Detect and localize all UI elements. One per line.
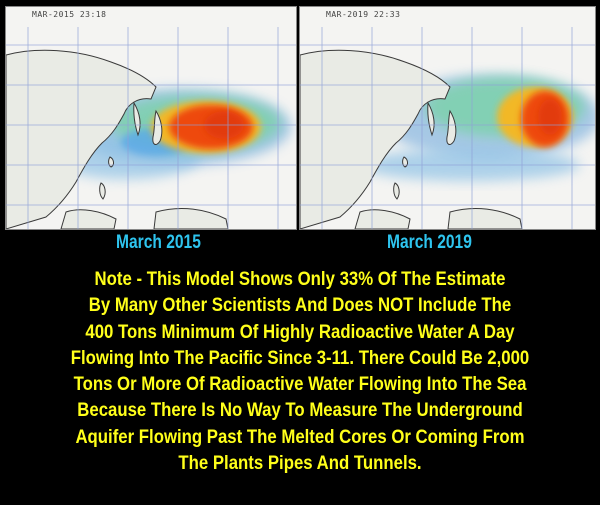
- map-panel-2015: MAR-2015 23:18: [5, 6, 297, 230]
- map-timestamp: MAR-2019 22:33: [326, 10, 401, 19]
- coastlines: [300, 49, 523, 229]
- note-line: The Plants Pipes And Tunnels.: [178, 452, 422, 475]
- caption-march-2015: March 2015: [116, 232, 201, 253]
- caption-march-2019: March 2019: [387, 232, 472, 253]
- map-timestamp: MAR-2015 23:18: [32, 10, 107, 19]
- plume-map-2015: [6, 7, 296, 229]
- lat-lon-grid: [6, 27, 296, 229]
- lat-lon-grid: [300, 27, 595, 229]
- coastlines: [6, 49, 229, 229]
- note-line: Because There Is No Way To Measure The U…: [77, 399, 523, 422]
- note-line: Note - This Model Shows Only 33% Of The …: [94, 268, 506, 290]
- note-line: Aquifer Flowing Past The Melted Cores Or…: [75, 425, 525, 448]
- map-panel-2019: MAR-2019 22:33: [299, 6, 596, 230]
- note-line: Flowing Into The Pacific Since 3-11. The…: [70, 346, 530, 369]
- plume-map-2019: [300, 7, 595, 229]
- note-line: 400 Tons Minimum Of Highly Radioactive W…: [85, 320, 515, 343]
- note-line: By Many Other Scientists And Does NOT In…: [88, 294, 512, 317]
- note-text: Note - This Model Shows Only 33% Of The …: [0, 266, 600, 476]
- note-line: Tons Or More Of Radioactive Water Flowin…: [73, 373, 527, 396]
